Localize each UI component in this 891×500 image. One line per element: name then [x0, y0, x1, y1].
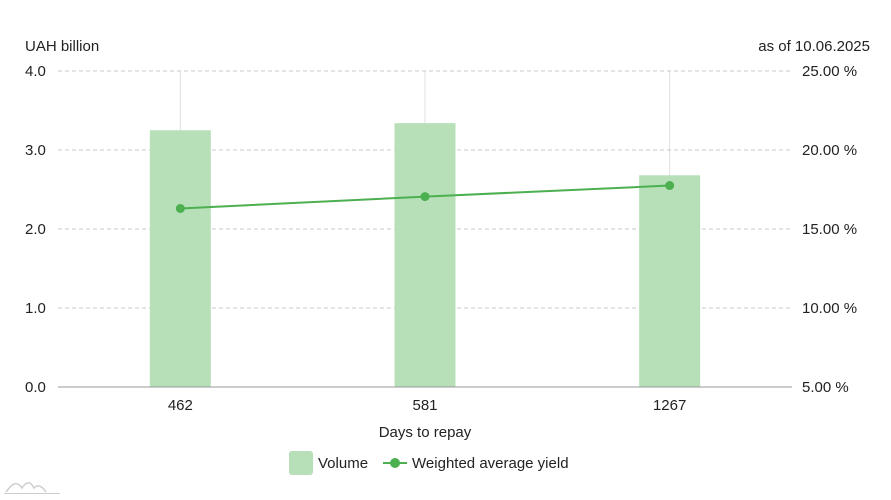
y-left-tick-label: 0.0	[25, 379, 46, 396]
left-axis-unit: UAH billion	[25, 38, 100, 55]
yield-point	[420, 192, 430, 202]
legend-yield-label[interactable]: Weighted average yield	[412, 454, 569, 472]
volume-bar	[394, 123, 456, 387]
x-tick-label: 1267	[653, 397, 686, 414]
x-tick-label: 581	[412, 397, 437, 414]
date-note: as of 10.06.2025	[758, 38, 870, 55]
y-right-tick-label: 15.00 %	[802, 221, 857, 238]
legend: Volume Weighted average yield	[289, 451, 569, 475]
y-right-tick-label: 20.00 %	[802, 142, 857, 159]
legend-yield-swatch	[383, 457, 408, 469]
x-tick-label: 462	[168, 397, 193, 414]
y-left-tick-label: 4.0	[25, 63, 46, 80]
legend-volume-swatch	[289, 451, 313, 475]
yield-point	[665, 181, 675, 191]
y-left-tick-label: 2.0	[25, 221, 46, 238]
y-right-tick-label: 25.00 %	[802, 63, 857, 80]
volume-bar	[149, 130, 211, 387]
logo-icon	[4, 482, 60, 494]
y-right-tick-label: 10.00 %	[802, 300, 857, 317]
x-axis-title: Days to repay	[379, 424, 472, 441]
y-left-tick-label: 1.0	[25, 300, 46, 317]
volume-bar	[639, 175, 701, 387]
legend-volume-label[interactable]: Volume	[318, 454, 369, 472]
y-left-tick-label: 3.0	[25, 142, 46, 159]
yield-point	[175, 203, 185, 213]
y-right-tick-label: 5.00 %	[802, 379, 849, 396]
